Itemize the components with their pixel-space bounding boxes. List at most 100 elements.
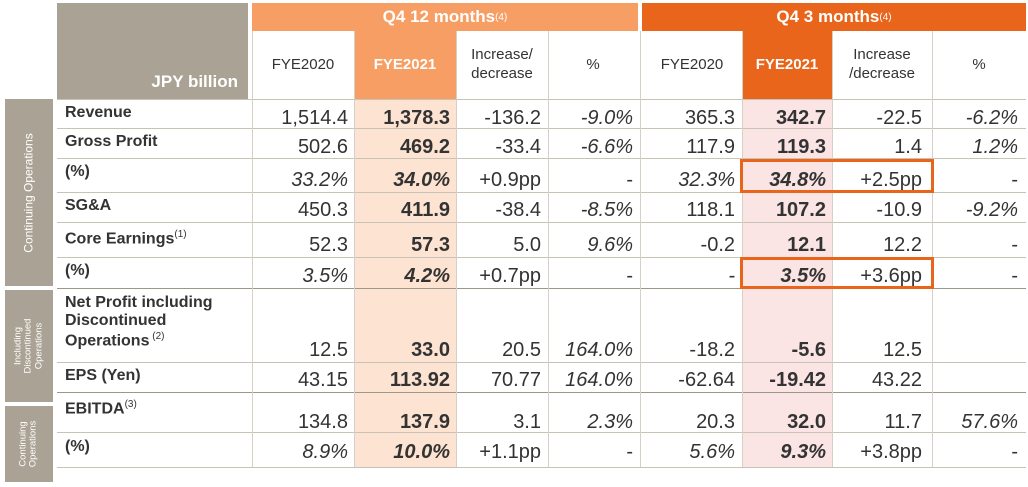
table-cell: 57.6% [961, 411, 1018, 433]
row-label: Revenue [65, 104, 132, 122]
table-cell: 43.15 [297, 369, 348, 391]
side-band-including-discontinued: Including Discontinued Operations [5, 290, 53, 402]
table-cell: 164.0% [565, 339, 633, 361]
row-label-text: SG&A [65, 197, 112, 214]
row-line [57, 257, 1026, 258]
col-header-12m-fye2021: FYE2021 [354, 31, 456, 99]
row-label-text: Gross Profit [65, 133, 158, 150]
row-label: Core Earnings(1) [65, 229, 187, 249]
table-cell: - [626, 441, 633, 463]
side-band-continuing-operations: Continuing Operations [5, 99, 53, 286]
table-cell: 9.3% [780, 441, 826, 463]
table-cell: 34.8% [769, 169, 826, 191]
table-cell: -6.6% [580, 136, 633, 158]
table-cell: 164.0% [565, 369, 633, 391]
table-cell: 342.7 [775, 107, 826, 129]
table-cell: 34.0% [393, 169, 450, 191]
row-label-text: Net Profit including Discontinued Operat… [65, 294, 213, 350]
row-line [57, 392, 1026, 393]
table-cell: 32.0 [787, 411, 826, 433]
row-line [57, 158, 1026, 159]
row-label-text: EPS (Yen) [65, 367, 141, 384]
table-cell: 3.5% [780, 265, 826, 287]
row-label-note: (2) [149, 330, 165, 342]
unit-label: JPY billion [151, 72, 238, 91]
table-cell: 5.6% [689, 441, 735, 463]
col-line [354, 31, 355, 467]
table-cell: 52.3 [309, 234, 348, 256]
table-cell: -22.5 [876, 107, 922, 129]
table-cell: 10.0% [393, 441, 450, 463]
table-cell: -8.5% [580, 199, 633, 221]
table-cell: -38.4 [495, 199, 541, 221]
col-line [832, 31, 833, 467]
row-label: EPS (Yen) [65, 367, 141, 385]
row-line [57, 128, 1026, 129]
table-cell: 502.6 [297, 136, 348, 158]
table-cell: - [1011, 441, 1018, 463]
unit-label-cell: JPY billion [57, 3, 248, 99]
table-cell: 20.3 [696, 411, 735, 433]
row-line [57, 288, 1026, 289]
highlight-box-core-margin-3m [740, 257, 934, 289]
row-label-text: (%) [65, 163, 90, 180]
col-line [252, 31, 253, 467]
table-cell: 1,378.3 [383, 107, 450, 129]
table-cell: 12.2 [883, 234, 922, 256]
table-cell: -18.2 [689, 339, 735, 361]
table-cell: 137.9 [399, 411, 450, 433]
col-header-3m-fye2021: FYE2021 [742, 31, 832, 99]
table-cell: -5.6 [791, 339, 826, 361]
group-label-12m: Q4 12 months [382, 7, 496, 26]
table-cell: 12.5 [883, 339, 922, 361]
col-line [932, 31, 933, 467]
col-header-12m-fye2020: FYE2020 [271, 55, 335, 73]
table-cell: 33.0 [411, 339, 450, 361]
table-cell: - [1011, 265, 1018, 287]
row-line [57, 432, 1026, 433]
highlight-box-gross-margin-3m [740, 159, 934, 193]
table-cell: 107.2 [775, 199, 826, 221]
table-cell: 119.3 [777, 136, 826, 158]
table-cell: 70.77 [490, 369, 541, 391]
table-cell: 43.22 [871, 369, 922, 391]
table-cell: +3.6pp [860, 265, 922, 287]
side-label-continuing: Continuing Operations [21, 132, 36, 253]
table-cell: 113.92 [389, 369, 450, 391]
row-line [57, 192, 1026, 193]
table-cell: -136.2 [484, 107, 541, 129]
col-header-3m-change: Increase /decrease [849, 46, 915, 82]
table-cell: 1.2% [972, 136, 1018, 158]
table-cell: -33.4 [495, 136, 541, 158]
table-cell: +3.8pp [860, 441, 922, 463]
group-header-12-months: Q4 12 months (4) [252, 3, 638, 31]
col-header-3m-pct: % [972, 55, 986, 73]
table-cell: 20.5 [502, 339, 541, 361]
table-cell: 33.2% [291, 169, 348, 191]
table-cell: 12.1 [787, 234, 826, 256]
table-cell: 8.9% [302, 441, 348, 463]
table-cell: -6.2% [965, 107, 1018, 129]
table-cell: 2.3% [587, 411, 633, 433]
row-label-text: Revenue [65, 104, 132, 121]
row-label: Net Profit including Discontinued Operat… [65, 294, 213, 351]
table-cell: -19.42 [769, 369, 826, 391]
col-line [548, 31, 549, 467]
fye2021-12m-column-shade [354, 99, 456, 467]
row-label: (%) [65, 262, 90, 280]
table-cell: - [626, 265, 633, 287]
table-cell: 134.8 [297, 411, 348, 433]
row-line [57, 467, 1026, 468]
table-cell: - [728, 265, 735, 287]
group-label-3m: Q4 3 months [776, 7, 880, 26]
table-cell: 9.6% [587, 234, 633, 256]
side-label-continuing-2: Continuing Operations [17, 420, 39, 468]
table-cell: -9.2% [965, 199, 1018, 221]
table-cell: 57.3 [411, 234, 450, 256]
table-cell: 411.9 [401, 199, 450, 221]
table-cell: 1.4 [894, 136, 922, 158]
table-cell: +1.1pp [479, 441, 541, 463]
table-cell: -10.9 [876, 199, 922, 221]
table-cell: 5.0 [513, 234, 541, 256]
table-cell: 4.2% [404, 265, 450, 287]
